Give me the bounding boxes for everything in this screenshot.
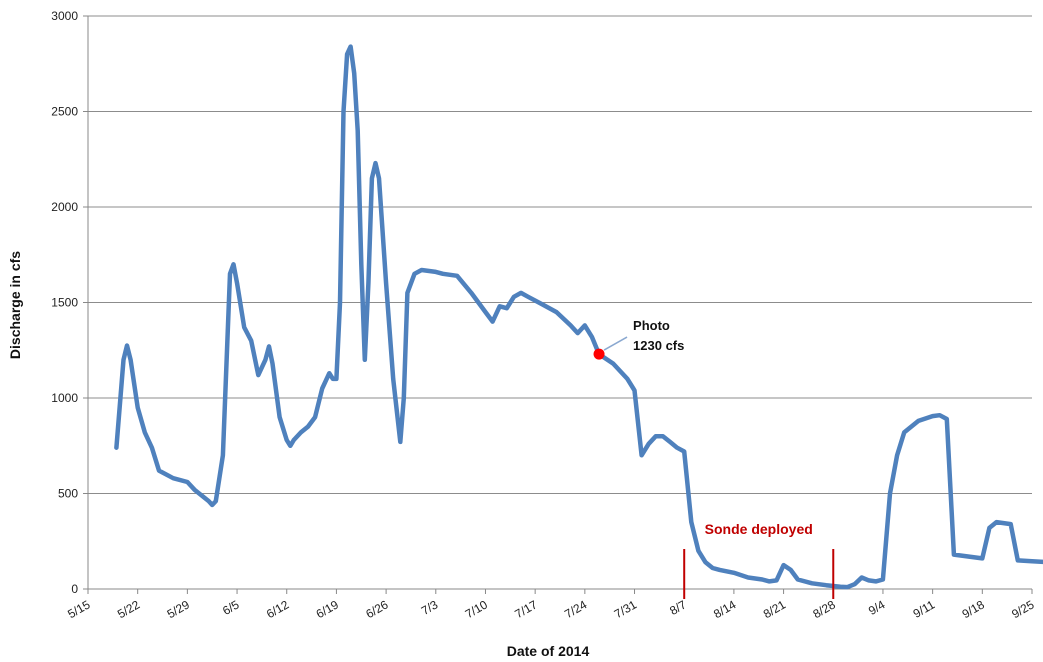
photo-leader-line <box>603 336 628 351</box>
x-tick-label: 9/25 <box>1009 597 1037 621</box>
x-tick-label: 6/5 <box>220 597 242 618</box>
photo-label: Photo <box>633 318 670 333</box>
y-tick-label: 0 <box>71 582 78 596</box>
y-tick-label: 2000 <box>51 200 78 214</box>
x-tick-label: 6/26 <box>363 597 391 621</box>
x-tick-label: 5/29 <box>165 597 193 621</box>
x-tick-label: 5/15 <box>65 597 93 621</box>
y-axis-title: Discharge in cfs <box>7 251 23 359</box>
x-tick-label: 8/7 <box>667 597 689 618</box>
x-tick-label: 8/28 <box>811 597 839 621</box>
series-discharge <box>114 44 1043 590</box>
x-tick-label: 7/3 <box>419 597 441 618</box>
x-tick-label: 6/12 <box>264 597 292 621</box>
x-tick-label: 7/10 <box>463 597 491 621</box>
gridlines <box>88 15 1032 494</box>
y-axis-ticks: 0 500 1000 1500 2000 2500 3000 <box>51 9 88 596</box>
y-tick-label: 2500 <box>51 105 78 119</box>
photo-point <box>593 348 605 360</box>
x-axis-title: Date of 2014 <box>507 643 590 659</box>
y-tick-label: 1000 <box>51 391 78 405</box>
x-tick-label: 9/18 <box>960 597 988 621</box>
x-tick-label: 6/19 <box>314 597 342 621</box>
x-axis-ticks: 5/15 5/22 5/29 6/5 6/12 6/19 6/26 7/3 7/10 7/17 7/… <box>65 589 1037 621</box>
x-tick-label: 7/17 <box>512 597 540 621</box>
series-line <box>114 44 1043 590</box>
x-tick-label: 7/24 <box>562 597 590 621</box>
x-tick-label: 8/14 <box>711 597 739 621</box>
x-tick-label: 9/4 <box>866 597 888 618</box>
y-tick-label: 500 <box>58 487 78 501</box>
sonde-deployed-label: Sonde deployed <box>705 521 813 537</box>
x-tick-label: 9/11 <box>911 597 938 621</box>
photo-value-label: 1230 cfs <box>633 338 684 353</box>
y-tick-label: 1500 <box>51 296 78 310</box>
x-tick-label: 5/22 <box>115 597 143 621</box>
x-tick-label: 7/31 <box>612 597 640 621</box>
annotations: Photo 1230 cfs Sonde deployed <box>593 318 835 599</box>
y-tick-label: 3000 <box>51 9 78 23</box>
x-tick-label: 8/21 <box>761 597 789 621</box>
